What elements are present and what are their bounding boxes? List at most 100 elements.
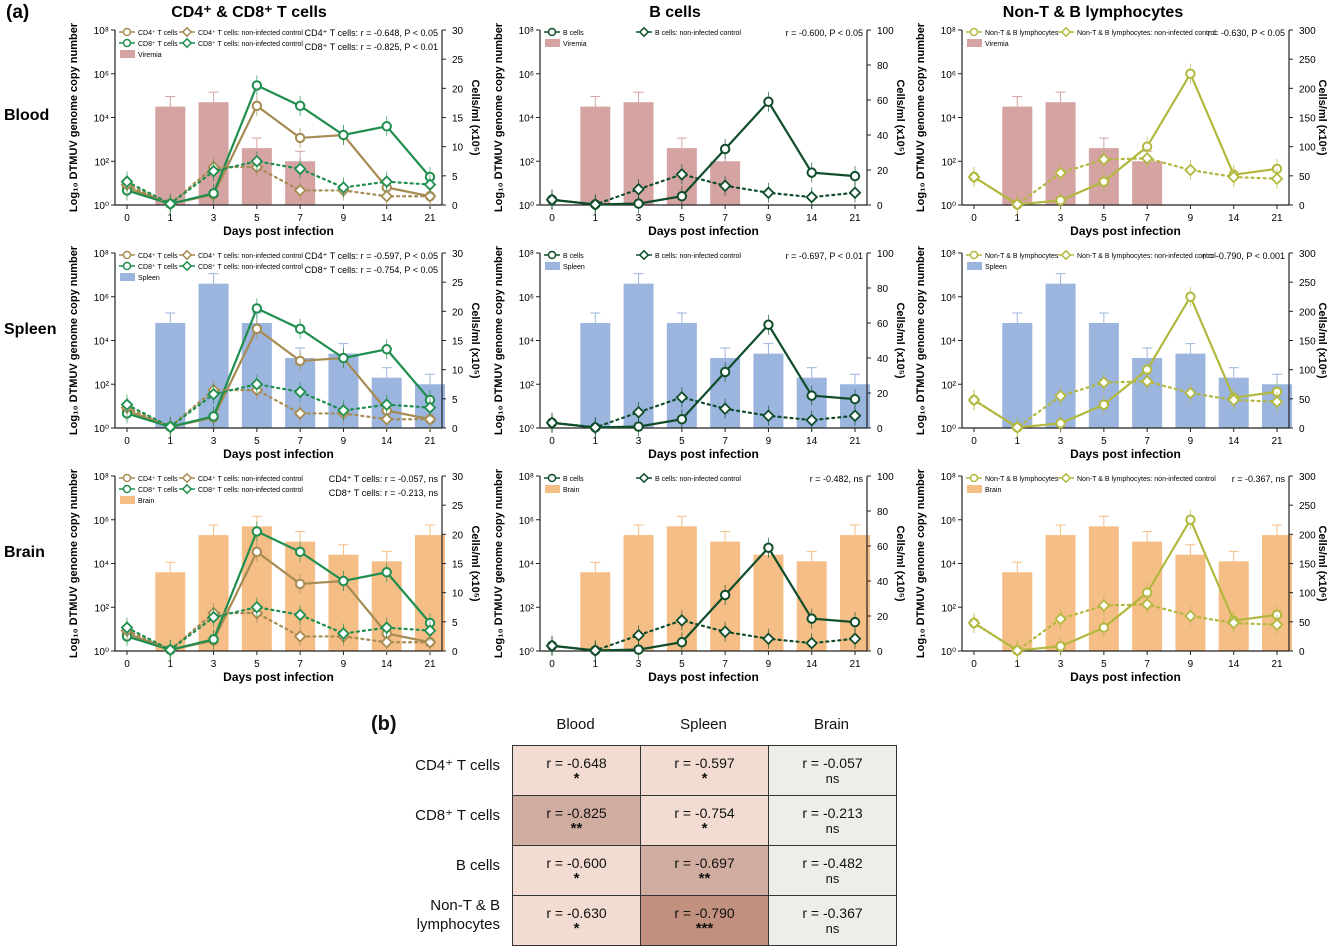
legend-label: Spleen	[563, 264, 585, 271]
table-cell: r = -0.367 ns	[768, 895, 897, 946]
series-line	[972, 157, 1279, 206]
data-point	[293, 184, 307, 197]
right-tick-label: 30	[452, 26, 464, 37]
right-tick-label: 50	[1299, 618, 1311, 629]
x-tick-label: 5	[254, 213, 260, 224]
data-point	[848, 186, 862, 200]
row-label: Brain	[4, 544, 45, 561]
right-tick-label: 15	[452, 114, 464, 125]
left-tick-label: 10⁰	[941, 647, 956, 658]
x-tick-label: 5	[254, 659, 260, 670]
right-tick-label: 60	[877, 96, 889, 107]
data-point	[762, 186, 775, 200]
legend-label: CD8⁺ T cells: non-infected control	[198, 487, 303, 494]
cell-r-value: r = -0.754	[674, 804, 735, 821]
cell-r-value: r = -0.697	[674, 854, 735, 871]
data-point	[675, 168, 689, 181]
bar	[155, 323, 186, 428]
data-point	[208, 411, 219, 422]
table-row-header: B cells	[360, 856, 500, 875]
data-point	[294, 132, 306, 144]
legend-marker	[181, 37, 193, 49]
data-point	[633, 198, 644, 209]
right-tick-label: 0	[877, 424, 883, 435]
data-point	[849, 170, 861, 182]
legend-label: CD8⁺ T cells	[138, 264, 178, 271]
legend-swatch-bar	[120, 273, 135, 281]
data-point	[251, 546, 263, 558]
y-axis-label-left: Log₁₀ DTMUV genome copy number	[493, 468, 505, 658]
x-tick-label: 1	[593, 436, 599, 447]
data-point	[806, 390, 817, 401]
left-tick-label: 10²	[942, 603, 957, 614]
data-point	[545, 639, 559, 653]
data-point	[676, 191, 688, 202]
left-tick-label: 10²	[95, 157, 110, 168]
table-row: r = -0.648 * r = -0.597 * r = -0.057 ns	[512, 745, 897, 796]
right-tick-label: 0	[452, 201, 458, 212]
table-row-header-line: lymphocytes	[416, 916, 500, 933]
left-tick-label: 10²	[520, 157, 535, 168]
x-tick-label: 3	[1058, 659, 1064, 670]
x-tick-label: 7	[1144, 659, 1150, 670]
right-tick-label: 20	[877, 612, 889, 623]
x-tick-label: 0	[549, 436, 555, 447]
data-point	[251, 323, 263, 335]
x-tick-label: 5	[1101, 213, 1107, 224]
data-point	[719, 589, 731, 601]
right-tick-label: 0	[452, 647, 458, 658]
legend-marker	[181, 483, 193, 495]
data-point	[675, 391, 689, 404]
data-point	[380, 412, 394, 426]
data-point	[1055, 195, 1066, 206]
x-tick-label: 9	[341, 659, 347, 670]
series-line	[125, 306, 432, 428]
right-tick-label: 30	[452, 472, 464, 483]
x-tick-label: 0	[124, 436, 130, 447]
x-tick-label: 3	[211, 436, 217, 447]
right-tick-label: 10	[452, 143, 464, 154]
x-tick-label: 14	[806, 659, 818, 670]
left-tick-label: 10²	[95, 603, 110, 614]
legend-label: Non-T & B lymphocytes	[985, 253, 1059, 260]
data-point	[849, 616, 861, 628]
left-tick-label: 10⁶	[519, 70, 534, 81]
bar	[1045, 283, 1076, 428]
right-tick-label: 0	[877, 647, 883, 658]
correlation-annotation: CD4⁺ T cells: r = -0.648, P < 0.05	[305, 28, 438, 38]
left-tick-label: 10⁰	[94, 201, 109, 212]
data-point	[763, 542, 774, 553]
legend-label: Non-T & B lymphocytes	[985, 476, 1059, 483]
bar	[1002, 323, 1033, 428]
table-cell: r = -0.630 *	[512, 895, 641, 946]
data-point	[337, 404, 350, 417]
correlation-annotation: CD8⁺ T cells: r = -0.825, P < 0.01	[305, 42, 438, 52]
legend-label: Non-T & B lymphocytes	[985, 30, 1059, 37]
data-point	[294, 323, 306, 335]
cell-r-value: r = -0.367	[802, 904, 863, 921]
series-line	[550, 619, 857, 652]
y-axis-label-left: Log₁₀ DTMUV genome copy number	[68, 468, 80, 658]
cell-significance: ns	[825, 870, 840, 886]
x-tick-label: 14	[1228, 213, 1240, 224]
right-tick-label: 40	[877, 131, 889, 142]
right-tick-label: 20	[877, 166, 889, 177]
data-point	[967, 393, 981, 407]
legend-label: Brain	[985, 487, 1001, 494]
data-point	[1184, 609, 1197, 623]
x-axis-label: Days post infection	[223, 670, 334, 684]
left-tick-label: 10⁸	[941, 249, 956, 260]
left-tick-label: 10⁶	[941, 293, 956, 304]
bar	[580, 106, 611, 205]
legend-marker	[969, 473, 979, 483]
legend-label: CD8⁺ T cells	[138, 41, 178, 48]
data-point	[338, 352, 349, 364]
right-tick-label: 20	[452, 307, 464, 318]
left-tick-label: 10⁰	[519, 201, 534, 212]
bar	[1132, 161, 1163, 205]
left-tick-label: 10⁸	[519, 249, 534, 260]
legend-marker	[969, 27, 979, 37]
legend-label: Brain	[138, 498, 154, 505]
left-tick-label: 10⁰	[941, 424, 956, 435]
right-tick-label: 20	[452, 530, 464, 541]
